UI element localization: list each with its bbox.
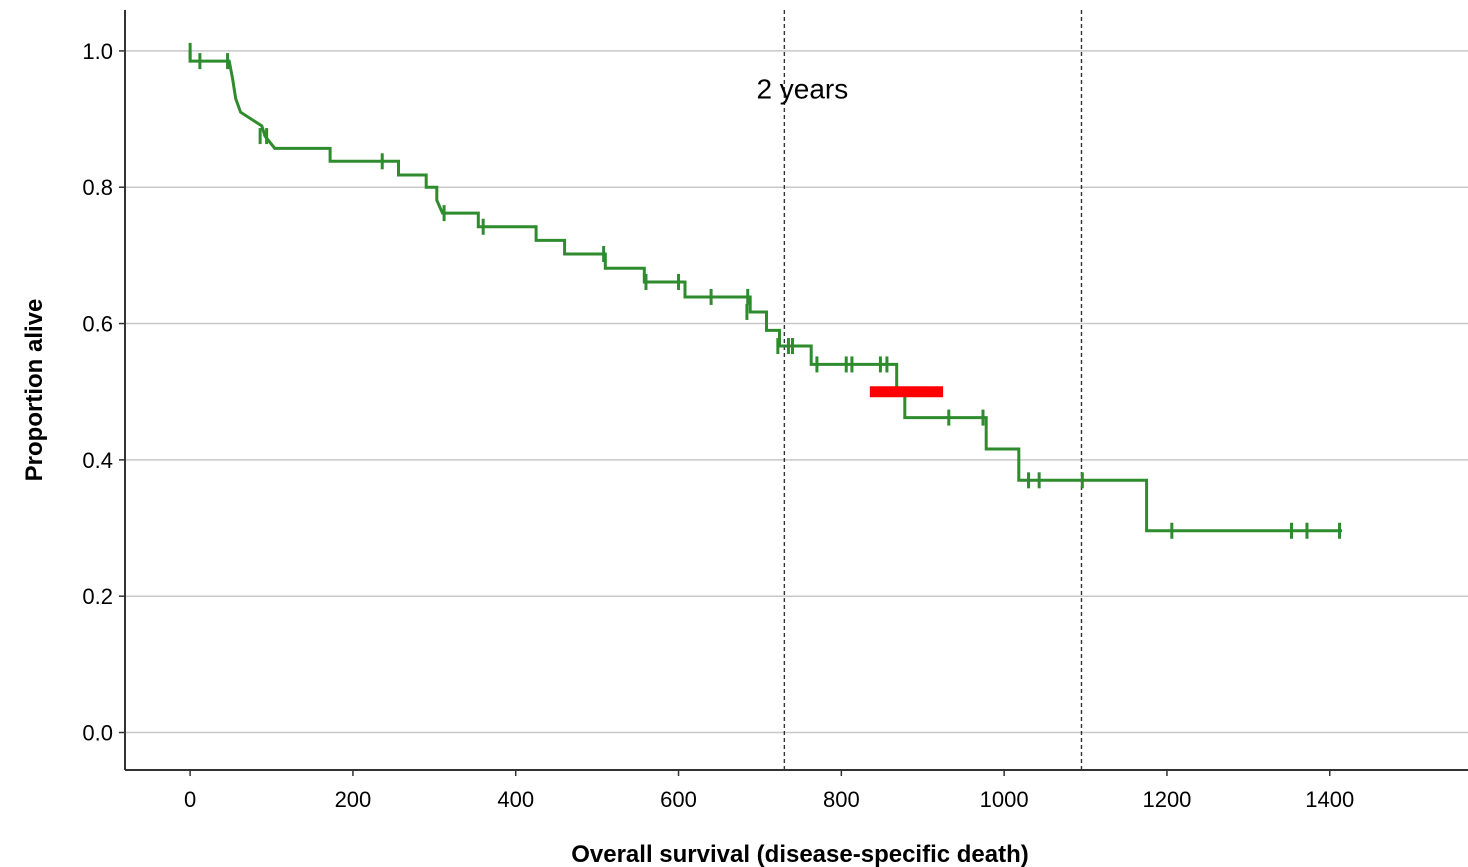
x-tick-label: 1400 (1305, 787, 1354, 812)
y-axis-title: Proportion alive (21, 299, 48, 482)
x-tick-label: 200 (335, 787, 372, 812)
gridlines (125, 50, 1468, 734)
series-layer (188, 42, 1342, 539)
y-tick-label: 0.0 (82, 721, 113, 746)
x-tick-label: 800 (823, 787, 860, 812)
y-tick-label: 0.6 (82, 312, 113, 337)
x-tick-label: 0 (184, 787, 196, 812)
x-axis-title: Overall survival (disease-specific death… (571, 841, 1029, 867)
y-tick-label: 0.4 (82, 448, 113, 473)
y-tick-label: 0.2 (82, 584, 113, 609)
y-tick-label: 1.0 (82, 39, 113, 64)
y-tick-label: 0.8 (82, 175, 113, 200)
annotation-label: 2 years (756, 73, 848, 104)
x-tick-label: 1200 (1142, 787, 1191, 812)
axes: 0.0 0.2 0.4 0.6 0.8 1.0 0 200 400 600 800 1000 1200 1… (82, 10, 1468, 812)
survival-curve (188, 50, 1342, 533)
x-tick-label: 600 (660, 787, 697, 812)
annotations: 2 years (756, 73, 944, 398)
x-tick-label: 400 (497, 787, 534, 812)
reference-lines (783, 10, 1083, 770)
x-tick-label: 1000 (980, 787, 1029, 812)
